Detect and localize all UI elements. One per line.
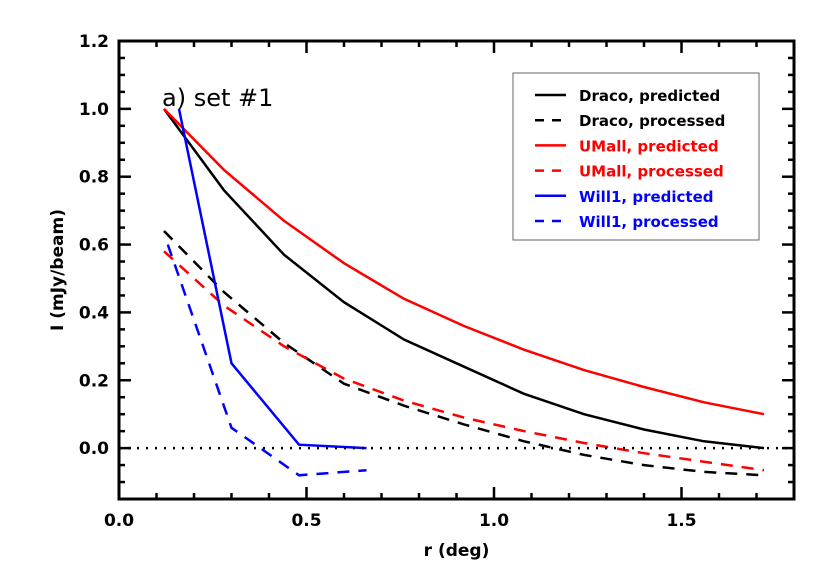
x-tick-label: 0.5 [291, 511, 321, 531]
x-tick-label: 1.5 [666, 511, 696, 531]
series-line [166, 244, 367, 477]
series-layer [162, 108, 765, 477]
legend-items: Draco, predicted Draco, processed UMall, p… [535, 87, 725, 231]
x-tick-label: 0.0 [104, 511, 134, 531]
legend-label: Draco, processed [579, 112, 725, 130]
y-axis-label: I (mJy/beam) [48, 209, 68, 331]
legend-label: Draco, predicted [579, 87, 720, 105]
series-line [162, 108, 765, 450]
series-line [163, 108, 765, 416]
y-tick-label: 0.0 [79, 439, 109, 459]
legend-box [512, 72, 760, 241]
legend: Draco, predicted Draco, processed UMall, p… [512, 72, 760, 241]
panel-annotation: a) set #1 [162, 84, 273, 112]
tick-labels: 0.0 0.5 1.0 1.5 0.0 0.2 0.4 0.6 0.8 1.0 1.2 [79, 32, 697, 531]
series-line [163, 250, 765, 472]
axis-ticks [117, 39, 796, 501]
legend-label: Will1, processed [579, 213, 719, 231]
legend-label: UMall, processed [579, 163, 724, 181]
legend-label: Will1, predicted [579, 188, 714, 206]
series-line [177, 108, 367, 450]
series-line [163, 230, 765, 477]
y-tick-label: 0.2 [79, 371, 109, 391]
y-tick-label: 1.0 [79, 100, 109, 120]
x-tick-label: 1.0 [479, 511, 509, 531]
y-tick-label: 1.2 [79, 32, 109, 52]
y-tick-label: 0.8 [79, 168, 109, 188]
y-tick-label: 0.4 [79, 303, 109, 323]
y-tick-label: 0.6 [79, 236, 109, 256]
legend-label: UMall, predicted [579, 137, 719, 155]
x-axis-label: r (deg) [424, 541, 490, 561]
